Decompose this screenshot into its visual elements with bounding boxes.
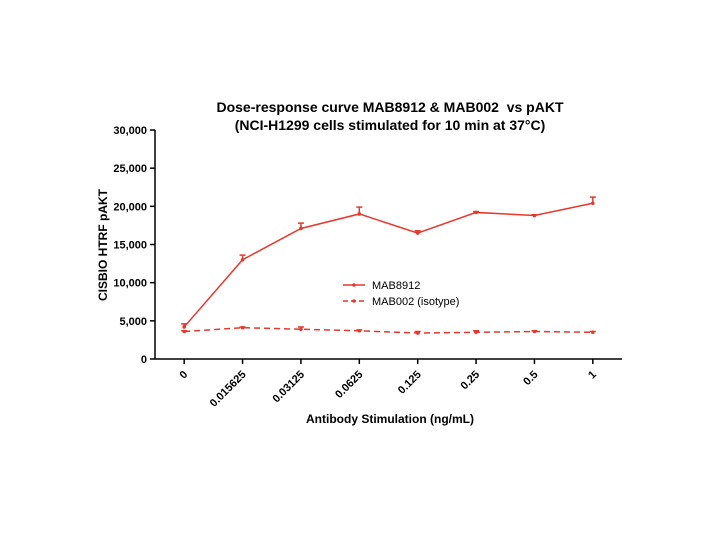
legend-marker bbox=[352, 299, 356, 303]
y-tick-label: 5,000 bbox=[119, 316, 147, 328]
legend-label: MAB002 (isotype) bbox=[372, 296, 459, 308]
data-point bbox=[182, 329, 186, 334]
y-tick-label: 25,000 bbox=[113, 163, 147, 175]
chart-title: Dose-response curve MAB8912 & MAB002 vs … bbox=[216, 99, 563, 115]
legend-marker bbox=[352, 283, 356, 287]
x-tick-label: 0.015625 bbox=[208, 369, 249, 410]
x-tick-label: 0.5 bbox=[521, 369, 540, 388]
y-axis-label: CISBIO HTRF pAKT bbox=[96, 188, 110, 301]
y-tick-label: 10,000 bbox=[113, 278, 147, 290]
data-point bbox=[182, 325, 186, 329]
data-point bbox=[299, 226, 303, 231]
data-point bbox=[357, 212, 362, 216]
x-tick-label: 1 bbox=[586, 369, 599, 382]
data-point bbox=[591, 201, 595, 206]
data-point bbox=[357, 328, 362, 333]
data-point bbox=[591, 330, 595, 335]
x-tick-label: 0.0625 bbox=[333, 369, 365, 401]
data-point bbox=[240, 257, 245, 262]
y-tick-label: 30,000 bbox=[113, 125, 147, 137]
legend-label: MAB8912 bbox=[372, 280, 420, 292]
data-point bbox=[240, 325, 245, 330]
x-tick-label: 0.03125 bbox=[270, 369, 307, 406]
x-tick-label: 0.125 bbox=[396, 369, 424, 397]
y-tick-label: 20,000 bbox=[113, 201, 147, 213]
data-point bbox=[474, 330, 478, 335]
y-tick-label: 0 bbox=[141, 354, 147, 366]
chart-subtitle: (NCI-H1299 cells stimulated for 10 min a… bbox=[235, 117, 546, 133]
x-tick-label: 0 bbox=[177, 369, 190, 382]
data-point bbox=[415, 331, 420, 335]
x-tick-label: 0.25 bbox=[459, 369, 483, 393]
data-point bbox=[474, 210, 478, 215]
y-tick-label: 15,000 bbox=[113, 240, 147, 252]
data-point bbox=[532, 213, 537, 218]
data-point bbox=[532, 329, 537, 334]
data-point bbox=[415, 231, 420, 235]
x-axis-label: Antibody Stimulation (ng/mL) bbox=[306, 412, 474, 426]
series-line bbox=[184, 326, 593, 334]
data-point bbox=[299, 327, 303, 332]
series-line bbox=[183, 202, 593, 328]
